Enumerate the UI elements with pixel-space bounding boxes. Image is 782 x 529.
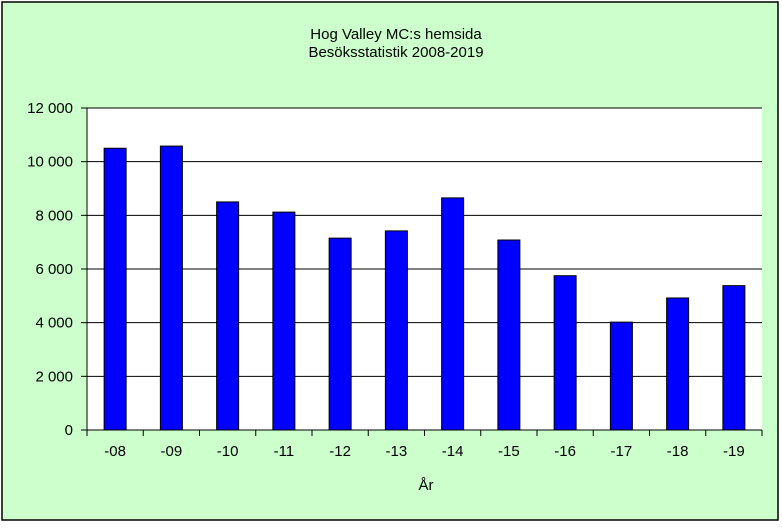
x-tick-label: -09 [161,443,183,460]
x-tick-label: -18 [667,443,689,460]
chart-title: Hog Valley MC:s hemsida [310,26,482,43]
bar--18 [666,297,690,431]
y-tick-label: 8 000 [35,207,73,224]
bars [103,145,746,431]
bar--10 [216,201,240,431]
bar--17 [609,321,633,431]
x-axis-title: År [419,477,434,494]
x-tick-labels: -08 -09 -10 -11 -12 -13 -14 -15 -16 -17 -18 -19 [104,443,744,460]
x-tick-label: -08 [104,443,126,460]
x-tick-label: -17 [611,443,633,460]
x-tick-label: -15 [498,443,520,460]
x-tick-label: -16 [554,443,576,460]
y-tick-label: 10 000 [27,154,73,171]
x-tick-label: -14 [442,443,464,460]
x-tick-label: -11 [274,443,295,460]
y-tick-label: 0 [65,422,73,439]
bar--16 [553,275,577,431]
bar--12 [328,237,352,431]
bar--08 [103,147,127,431]
x-tick-label: -12 [329,443,351,460]
axes [81,107,763,436]
y-tick-label: 6 000 [35,261,73,278]
y-tick-labels: 0 2 000 4 000 6 000 8 000 10 000 12 000 [27,100,73,439]
x-tick-label: -19 [723,443,745,460]
x-tick-label: -10 [217,443,239,460]
bar--19 [722,285,746,431]
y-tick-label: 4 000 [35,315,73,332]
bar--11 [272,211,296,431]
y-tick-label: 12 000 [27,100,73,117]
x-tick-label: -13 [386,443,408,460]
bar--14 [441,197,465,431]
gridlines [87,107,762,377]
bar--13 [384,230,408,431]
y-tick-label: 2 000 [35,368,73,385]
bar--09 [159,145,183,431]
chart-subtitle: Besöksstatistik 2008-2019 [308,44,483,61]
bar--15 [497,239,521,431]
